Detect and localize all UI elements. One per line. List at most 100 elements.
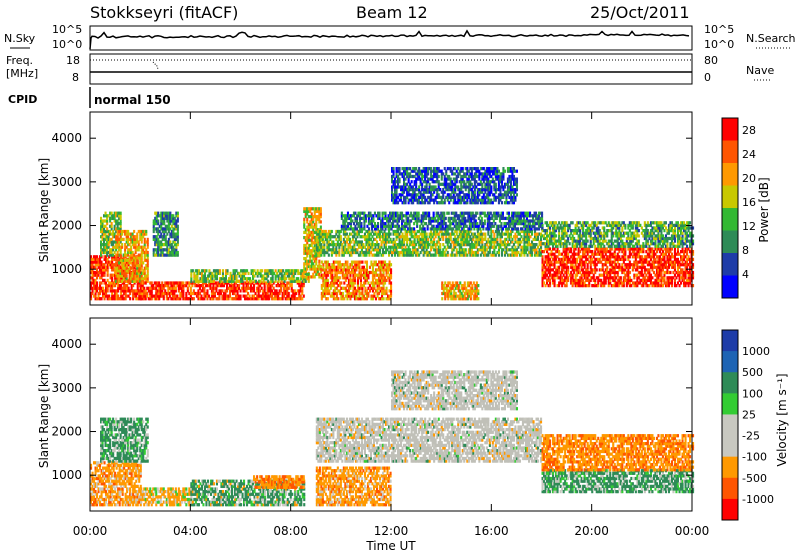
heatmap-cell: [114, 289, 117, 293]
heatmap-cell: [493, 240, 496, 244]
heatmap-cell: [149, 289, 152, 293]
heatmap-cell: [229, 274, 232, 278]
heatmap-cell: [176, 281, 179, 285]
heatmap-cell: [158, 297, 161, 301]
heatmap-cell: [176, 297, 179, 301]
heatmap-cell: [332, 240, 335, 244]
heatmap-cell: [346, 260, 349, 264]
heatmap-cell: [133, 243, 136, 247]
heatmap-cell: [508, 243, 511, 247]
heatmap-cell: [473, 232, 476, 236]
heatmap-cell: [517, 240, 520, 244]
heatmap-cell: [489, 222, 492, 226]
heatmap-cell: [108, 284, 111, 288]
heatmap-cell: [464, 188, 467, 192]
heatmap-cell: [403, 240, 406, 244]
heatmap-cell: [313, 241, 316, 245]
heatmap-cell: [111, 257, 114, 262]
heatmap-cell: [467, 195, 470, 200]
heatmap-cell: [232, 286, 235, 290]
heatmap-cell: [338, 284, 341, 288]
heatmap-cell: [449, 237, 452, 242]
heatmap-cell: [472, 195, 475, 200]
heatmap-cell: [338, 245, 341, 249]
heatmap-cell: [334, 286, 337, 290]
heatmap-cell: [429, 216, 432, 221]
heatmap-cell: [413, 222, 416, 226]
heatmap-cell: [253, 297, 256, 301]
heatmap-cell: [145, 248, 148, 252]
heatmap-cell: [460, 167, 463, 171]
heatmap-cell: [535, 214, 538, 218]
heatmap-cell: [346, 291, 349, 296]
heatmap-cell: [315, 209, 318, 214]
heatmap-cell: [470, 240, 473, 244]
heatmap-cell: [507, 214, 510, 218]
heatmap-cell: [109, 250, 112, 255]
heatmap-cell: [221, 289, 224, 293]
heatmap-cell: [461, 167, 464, 171]
heatmap-cell: [388, 289, 391, 293]
heatmap-cell: [122, 266, 125, 270]
heatmap-cell: [540, 235, 543, 239]
heatmap-cell: [452, 243, 455, 247]
heatmap-cell: [447, 219, 450, 223]
heatmap-cell: [106, 243, 109, 247]
heatmap-cell: [352, 276, 355, 280]
heatmap-cell: [388, 240, 391, 244]
heatmap-cell: [161, 237, 164, 242]
heatmap-cell: [200, 279, 203, 283]
heatmap-cell: [170, 297, 173, 301]
heatmap-cell: [436, 174, 439, 179]
heatmap-cell: [326, 250, 329, 255]
heatmap-cell: [540, 250, 543, 255]
heatmap-cell: [475, 195, 478, 200]
heatmap-cell: [366, 243, 369, 247]
heatmap-cell: [479, 190, 482, 194]
heatmap-cell: [371, 248, 374, 252]
heatmap-cell: [259, 271, 262, 276]
heatmap-cell: [266, 286, 269, 290]
heatmap-cell: [313, 259, 316, 263]
heatmap-cell: [439, 195, 442, 200]
heatmap-cell: [528, 229, 531, 234]
heatmap-cell: [226, 294, 229, 298]
heatmap-cell: [112, 232, 115, 236]
heatmap-cell: [443, 177, 446, 181]
heatmap-cell: [166, 214, 169, 218]
heatmap-cell: [427, 201, 430, 205]
heatmap-cell: [313, 230, 316, 235]
heatmap-cell: [331, 273, 334, 277]
heatmap-cell: [464, 229, 467, 234]
heatmap-cell: [376, 278, 379, 283]
heatmap-cell: [420, 214, 423, 218]
heatmap-cell: [371, 294, 374, 298]
heatmap-cell: [103, 257, 106, 262]
heatmap-cell: [236, 297, 239, 301]
heatmap-cell: [321, 245, 324, 249]
heatmap-cell: [498, 216, 501, 221]
heatmap-cell: [512, 248, 515, 252]
heatmap-cell: [441, 222, 444, 226]
heatmap-cell: [403, 167, 406, 171]
heatmap-cell: [113, 211, 116, 215]
heatmap-cell: [91, 265, 94, 269]
heatmap-cell: [357, 214, 360, 218]
heatmap-cell: [457, 201, 460, 205]
heatmap-cell: [173, 224, 176, 228]
heatmap-cell: [137, 229, 140, 234]
heatmap-cell: [341, 253, 344, 257]
heatmap-cell: [320, 273, 323, 277]
heatmap-cell: [371, 273, 374, 277]
heatmap-cell: [118, 277, 121, 281]
heatmap-cell: [346, 273, 349, 277]
heatmap-cell: [482, 172, 485, 176]
heatmap-cell: [353, 263, 356, 267]
heatmap-cell: [297, 279, 300, 283]
heatmap-cell: [253, 284, 256, 288]
heatmap-cell: [224, 291, 227, 296]
heatmap-cell: [422, 245, 425, 249]
heatmap-cell: [315, 220, 318, 224]
heatmap-cell: [346, 289, 349, 293]
heatmap-cell: [105, 289, 108, 293]
